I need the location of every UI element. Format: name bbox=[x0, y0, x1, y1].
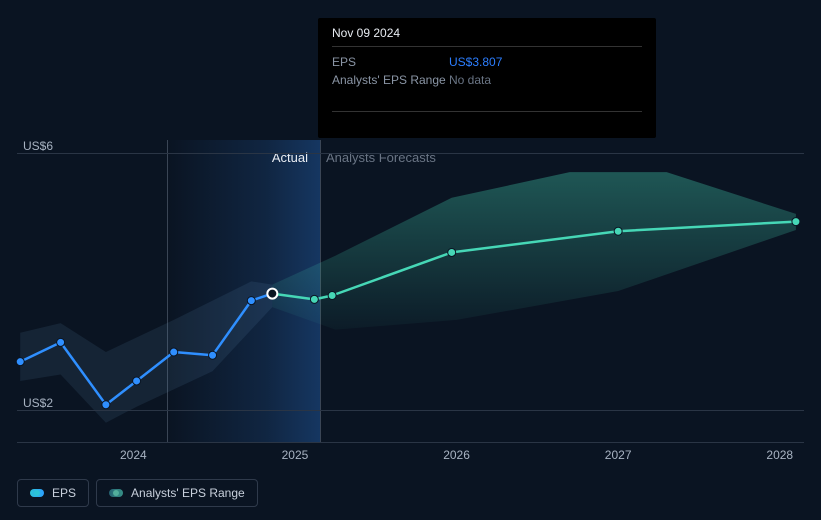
legend-label-eps: EPS bbox=[52, 486, 76, 500]
chart-legend: EPS Analysts' EPS Range bbox=[17, 479, 258, 507]
chart-tooltip: Nov 09 2024 EPS US$3.807 Analysts' EPS R… bbox=[318, 18, 656, 138]
legend-swatch-eps bbox=[30, 489, 44, 497]
grid-line bbox=[17, 410, 804, 411]
y-axis-label: US$6 bbox=[23, 139, 53, 153]
tooltip-range-key: Analysts' EPS Range bbox=[332, 71, 449, 89]
tooltip-date: Nov 09 2024 bbox=[332, 26, 642, 47]
x-axis-label: 2024 bbox=[120, 448, 147, 462]
actual-end-line bbox=[320, 140, 321, 443]
legend-swatch-range bbox=[109, 489, 123, 497]
x-axis-label: 2026 bbox=[443, 448, 470, 462]
legend-item-range[interactable]: Analysts' EPS Range bbox=[96, 479, 258, 507]
grid-line bbox=[17, 153, 804, 154]
actual-start-line bbox=[167, 140, 168, 443]
tooltip-eps-key: EPS bbox=[332, 53, 449, 71]
tooltip-range-value: No data bbox=[449, 71, 491, 89]
tooltip-eps-value: US$3.807 bbox=[449, 53, 502, 71]
x-axis-label: 2027 bbox=[605, 448, 632, 462]
y-axis-label: US$2 bbox=[23, 396, 53, 410]
x-axis-label: 2028 bbox=[766, 448, 793, 462]
legend-label-range: Analysts' EPS Range bbox=[131, 486, 245, 500]
baseline bbox=[17, 442, 804, 443]
actual-highlight-region bbox=[167, 140, 320, 443]
x-axis-label: 2025 bbox=[282, 448, 309, 462]
legend-item-eps[interactable]: EPS bbox=[17, 479, 89, 507]
eps-chart: Actual Analysts Forecasts US$2US$6 20242… bbox=[0, 0, 821, 520]
